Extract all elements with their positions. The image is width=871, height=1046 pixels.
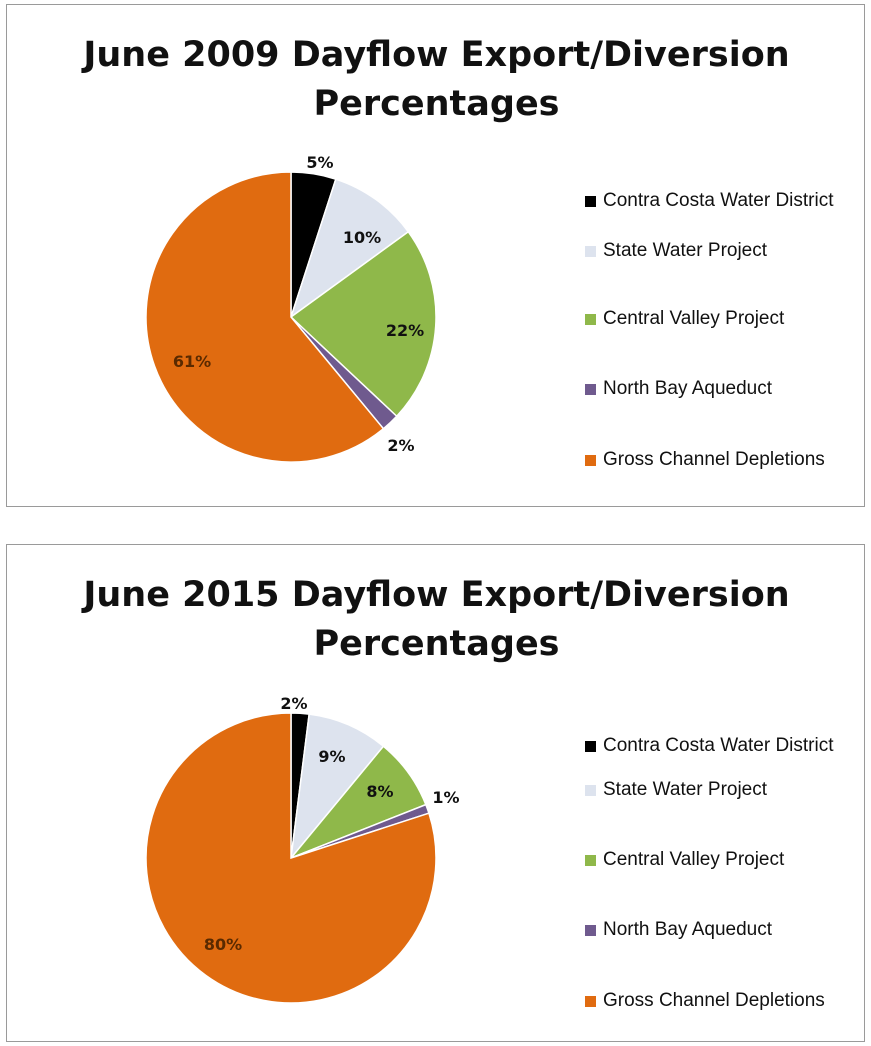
legend-label: North Bay Aqueduct — [603, 378, 772, 399]
legend-item-contra-costa: Contra Costa Water District — [585, 735, 834, 757]
data-label-gross-channel-depletions: 80% — [204, 935, 242, 954]
legend-item-state-water: State Water Project — [585, 240, 767, 262]
legend-label: State Water Project — [603, 779, 768, 800]
legend-swatch — [585, 313, 596, 325]
legend-item-central-valley: Central Valley Project — [585, 308, 784, 330]
legend-item-contra-costa: Contra Costa Water District — [585, 190, 834, 212]
legend-swatch — [585, 854, 596, 866]
legend-label: North Bay Aqueduct — [603, 919, 772, 940]
legend-item-gross-channel: Gross Channel Depletions — [585, 990, 825, 1012]
legend-label: Central Valley Project — [603, 849, 785, 870]
chart-title: June 2009 Dayflow Export/Diversion Perce… — [7, 31, 866, 129]
legend-label: Gross Channel Depletions — [603, 449, 825, 470]
legend-label: Contra Costa Water District — [603, 735, 834, 756]
legend-item-north-bay: North Bay Aqueduct — [585, 378, 772, 400]
legend-label: Central Valley Project — [603, 308, 785, 329]
chart-title-line-1: June 2015 Dayflow Export/Diversion — [83, 575, 790, 615]
chart-title: June 2015 Dayflow Export/Diversion Perce… — [7, 571, 866, 669]
chart-legend: Contra Costa Water District State Water … — [585, 545, 865, 1041]
legend-item-gross-channel: Gross Channel Depletions — [585, 449, 825, 471]
pie-slice-gross-channel-depletions — [145, 712, 437, 1004]
data-label-north-bay-aqueduct: 2% — [387, 436, 414, 455]
legend-item-central-valley: Central Valley Project — [585, 849, 784, 871]
legend-label: State Water Project — [603, 240, 768, 261]
pie-chart: 5% 10% 22% 2% 61% — [145, 153, 437, 463]
chart-legend: Contra Costa Water District State Water … — [585, 5, 865, 506]
legend-swatch — [585, 195, 596, 207]
legend-swatch — [585, 740, 596, 752]
chart-title-line-2: Percentages — [313, 624, 560, 664]
legend-label: Contra Costa Water District — [603, 190, 834, 211]
chart-title-line-1: June 2009 Dayflow Export/Diversion — [83, 35, 790, 75]
data-label-contra-costa-water-district: 2% — [280, 694, 307, 713]
legend-swatch — [585, 245, 596, 257]
legend-swatch — [585, 454, 596, 466]
legend-item-state-water: State Water Project — [585, 779, 767, 801]
chart-panel-2015: June 2015 Dayflow Export/Diversion Perce… — [6, 544, 865, 1042]
legend-swatch — [585, 995, 596, 1007]
pie-slice-state-water-project — [289, 713, 385, 861]
data-label-state-water-project: 9% — [318, 747, 345, 766]
legend-swatch — [585, 383, 596, 395]
legend-item-north-bay: North Bay Aqueduct — [585, 919, 772, 941]
data-label-state-water-project: 10% — [343, 228, 381, 247]
pie-slice-state-water-project — [289, 178, 410, 319]
pie-slice-gross-channel-depletions — [145, 171, 385, 463]
legend-swatch — [585, 924, 596, 936]
data-label-contra-costa-water-district: 5% — [306, 153, 333, 172]
legend-swatch — [585, 784, 596, 796]
chart-title-line-2: Percentages — [313, 84, 560, 124]
data-label-north-bay-aqueduct: 1% — [432, 788, 459, 807]
data-label-gross-channel-depletions: 61% — [173, 352, 211, 371]
chart-panel-2009: June 2009 Dayflow Export/Diversion Perce… — [6, 4, 865, 507]
legend-label: Gross Channel Depletions — [603, 990, 825, 1011]
pie-slice-central-valley-project — [289, 230, 437, 418]
pie-chart: 2% 9% 8% 1% 80% — [145, 694, 460, 1004]
data-label-central-valley-project: 22% — [386, 321, 424, 340]
data-label-central-valley-project: 8% — [366, 782, 393, 801]
